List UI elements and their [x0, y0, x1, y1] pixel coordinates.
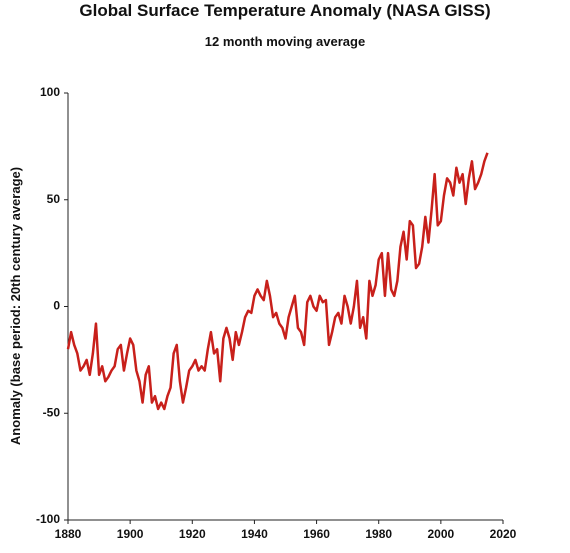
data-line	[66, 152, 489, 411]
x-tick-label: 1920	[179, 527, 206, 541]
x-tick-label: 1960	[303, 527, 330, 541]
y-tick-label: -100	[36, 512, 60, 526]
x-tick-label: 2000	[428, 527, 455, 541]
x-tick-label: 2020	[490, 527, 517, 541]
y-tick-label: -50	[43, 405, 61, 419]
y-axis-label: Anomaly (base period: 20th century avera…	[8, 167, 23, 445]
y-tick-label: 100	[40, 85, 60, 99]
chart-subtitle: 12 month moving average	[205, 34, 365, 49]
y-tick-label: 50	[47, 192, 61, 206]
x-tick-label: 1880	[55, 527, 82, 541]
x-tick-label: 1940	[241, 527, 268, 541]
x-tick-label: 1900	[117, 527, 144, 541]
x-tick-label: 1980	[365, 527, 392, 541]
chart-title: Global Surface Temperature Anomaly (NASA…	[79, 1, 490, 20]
y-tick-label: 0	[53, 299, 60, 313]
